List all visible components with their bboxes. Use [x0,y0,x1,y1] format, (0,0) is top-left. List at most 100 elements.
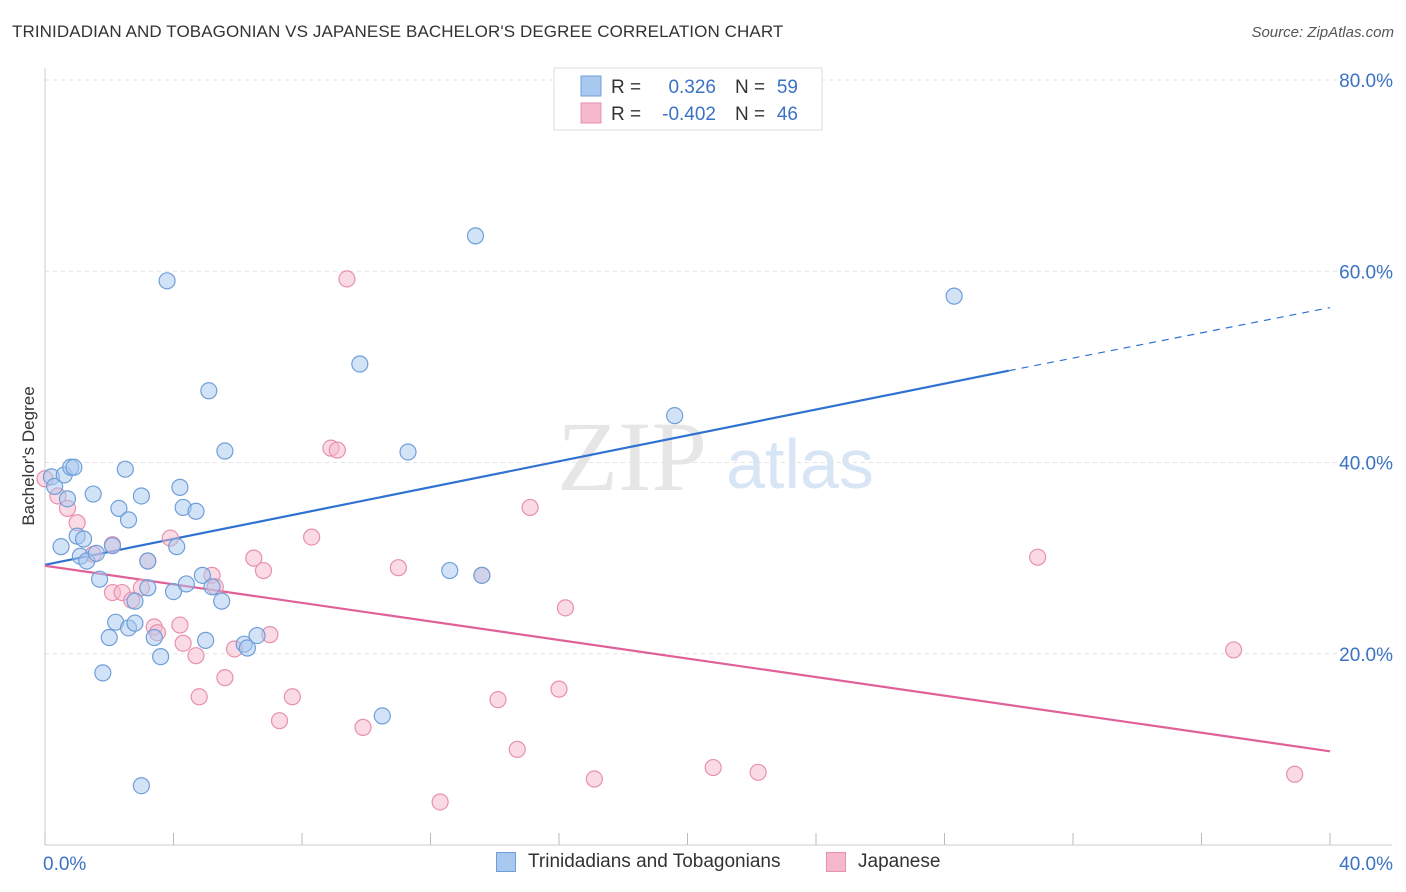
point-trinidadians [84,485,102,503]
point-trinidadians [132,487,150,505]
point-trinidadians [158,272,176,290]
x-tick-label: 40.0% [1339,854,1393,875]
point-trinidadians [103,537,122,555]
legend-r-value-1: 0.326 [668,77,716,98]
point-trinidadians [187,502,205,520]
trend-line-japanese [44,564,1331,753]
legend-label-japanese: Japanese [858,851,941,872]
point-trinidadians [94,664,112,682]
point-trinidadians [132,777,150,795]
point-trinidadians [238,639,256,657]
point-trinidadians [65,458,83,476]
point-trinidadians [466,227,485,245]
legend-r-label-2: R = [611,104,641,125]
y-tick-label: 40.0% [1339,454,1393,475]
point-japanese [1286,765,1304,783]
point-japanese [187,647,205,665]
point-trinidadians [441,561,459,580]
trend-line-trinidadians-extension [1008,306,1331,372]
point-trinidadians [126,614,144,632]
point-trinidadians [74,530,93,548]
point-trinidadians [145,628,163,647]
point-japanese [1225,641,1243,659]
point-trinidadians [197,631,215,649]
point-japanese [254,561,273,580]
watermark-atlas: atlas [726,425,874,503]
point-japanese [283,688,301,706]
point-trinidadians [52,538,70,556]
data-points [36,227,1304,811]
point-trinidadians [87,544,106,562]
point-japanese [245,549,263,567]
point-trinidadians [116,460,134,478]
point-trinidadians [945,287,963,305]
y-tick-labels: 20.0% 40.0% 60.0% 80.0% [1339,71,1393,666]
point-japanese [216,669,234,687]
point-japanese [749,763,767,781]
point-trinidadians [473,566,491,584]
x-tick-label: 0.0% [43,854,86,875]
axes [44,68,1392,846]
point-trinidadians [177,575,195,593]
y-tick-label: 80.0% [1339,71,1393,92]
gridlines [45,79,1392,655]
legend-swatch-japanese [826,852,846,872]
point-trinidadians [213,592,231,610]
y-axis-label: Bachelor's Degree [19,386,38,525]
legend-swatch-pink [580,102,602,124]
point-trinidadians [58,490,77,508]
point-japanese [704,758,722,777]
point-japanese [389,559,407,577]
point-trinidadians [139,579,157,597]
point-trinidadians [351,355,369,373]
y-tick-label: 60.0% [1339,262,1393,283]
legend-item-trinidadians: Trinidadians and Tobagonians [496,851,780,873]
point-japanese [270,712,289,730]
chart-title: TRINIDADIAN AND TOBAGONIAN VS JAPANESE B… [12,22,784,41]
legend-label-trinidadians: Trinidadians and Tobagonians [528,851,781,872]
legend-n-value-1: 59 [777,77,798,98]
trend-line-trinidadians [44,369,1009,566]
legend-swatch-blue [580,75,602,97]
point-japanese [174,634,192,652]
point-trinidadians [666,407,684,425]
point-trinidadians [46,477,64,496]
point-trinidadians [168,538,186,556]
point-trinidadians [248,626,266,645]
legend-r-label-1: R = [611,77,641,98]
point-japanese [508,740,526,758]
point-japanese [354,718,372,736]
point-trinidadians [203,578,221,596]
point-trinidadians [373,707,391,725]
legend-r-value-2: -0.402 [662,104,716,125]
point-japanese [556,599,575,617]
point-trinidadians [216,442,234,460]
legend-n-label-1: N = [735,77,765,98]
point-trinidadians [152,648,170,666]
point-japanese [489,691,507,709]
legend-swatch-trinidadians [496,852,516,872]
point-japanese [585,770,603,788]
point-japanese [190,688,208,706]
point-japanese [521,498,539,517]
point-japanese [550,680,568,698]
point-trinidadians [171,478,189,496]
point-japanese [338,270,356,288]
point-japanese [303,528,321,546]
point-trinidadians [399,443,417,461]
source-label: Source: ZipAtlas.com [1251,24,1394,41]
point-trinidadians [100,628,118,647]
point-trinidadians [110,499,128,517]
x-tick-labels: 0.0% 40.0% [43,854,1393,875]
point-trinidadians [126,592,144,610]
legend-box: R = 0.326 N = 59 R = -0.402 N = 46 [553,67,823,131]
point-trinidadians [139,552,157,570]
point-japanese [1029,548,1047,566]
legend-n-value-2: 46 [777,104,798,125]
point-trinidadians [119,511,138,529]
point-japanese [171,616,189,634]
point-trinidadians [200,382,218,400]
point-trinidadians [164,582,183,601]
legend-item-japanese: Japanese [826,851,940,873]
